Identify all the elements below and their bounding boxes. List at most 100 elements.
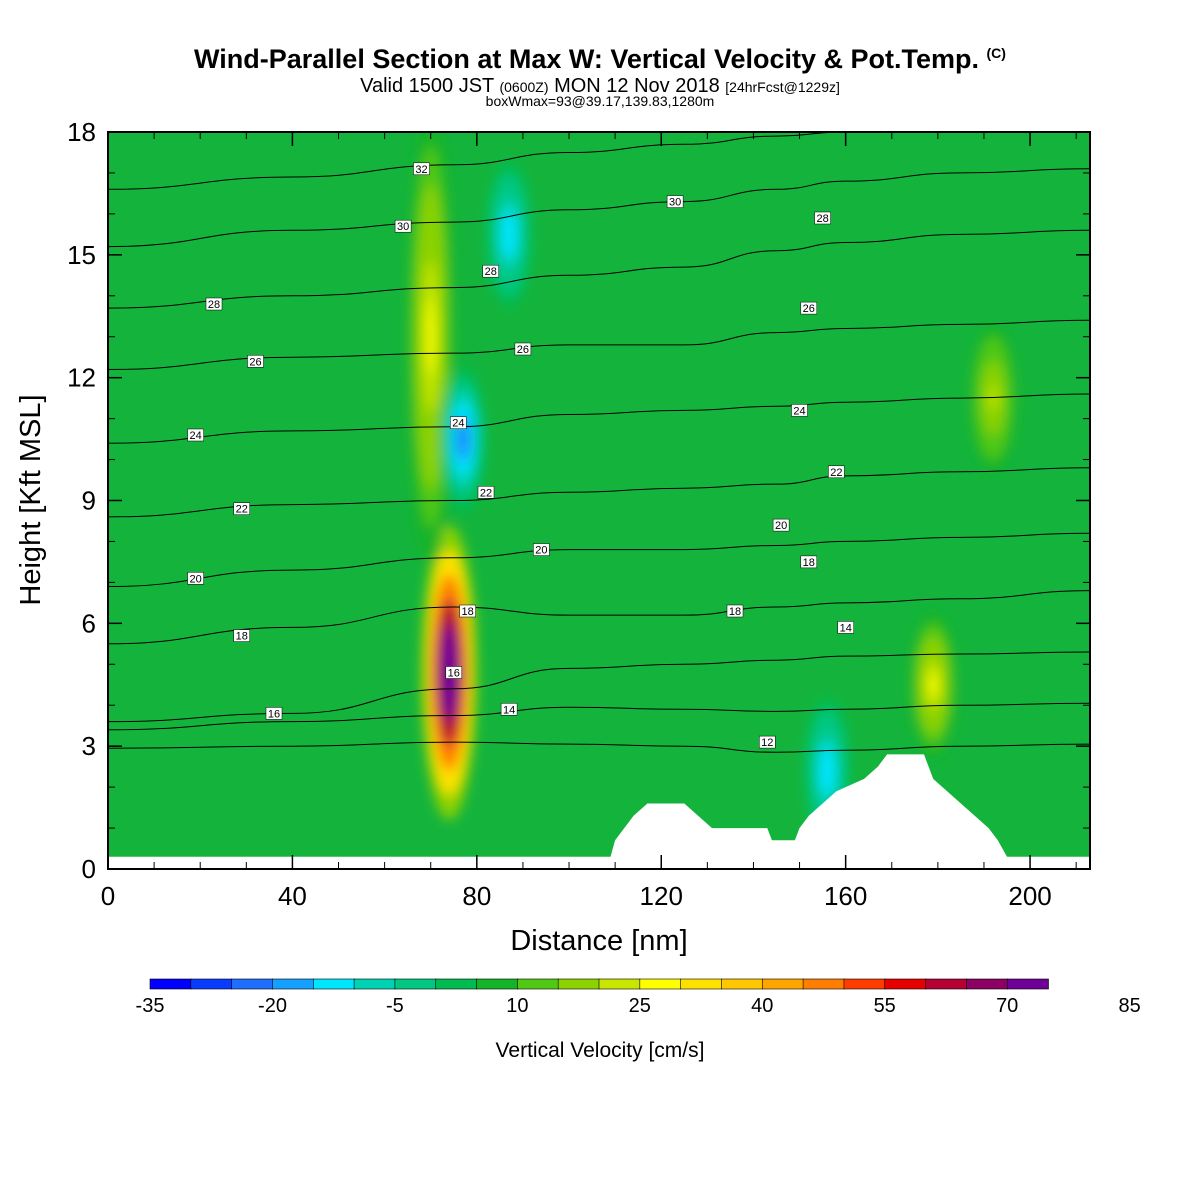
theta-contour-label-text: 28	[816, 213, 828, 225]
theta-contour-label: 28	[814, 211, 831, 225]
theta-contour-label-text: 14	[840, 622, 852, 634]
colorbar-swatch	[884, 978, 927, 990]
theta-contour-label-text: 20	[189, 573, 201, 585]
y-axis-title: Height [Kft MSL]	[15, 394, 47, 605]
colorbar-swatch	[557, 978, 600, 990]
theta-contour-label: 18	[459, 604, 476, 618]
y-tick-label: 12	[67, 363, 96, 393]
colorbar-swatch	[680, 978, 723, 990]
theta-contour-label: 16	[445, 666, 463, 680]
theta-contour-label: 22	[477, 486, 495, 499]
theta-contour-label-text: 16	[268, 708, 280, 720]
theta-contour-label: 28	[205, 297, 223, 311]
field-feature-downdraft	[439, 365, 487, 513]
colorbar-swatch	[517, 978, 559, 990]
colorbar-swatch	[761, 978, 804, 990]
axes: 0 40 80 120 160 200 0 3 6 9 12 15 18	[67, 117, 1090, 911]
x-tick-label: 160	[824, 881, 867, 911]
theta-contour-label: 14	[837, 621, 854, 634]
theta-contour-label-text: 22	[480, 487, 492, 499]
chart-title: Wind-Parallel Section at Max W: Vertical…	[194, 44, 1006, 74]
theta-contour-label: 32	[413, 162, 430, 176]
theta-contour-label: 28	[482, 264, 499, 278]
y-tick-label: 18	[67, 117, 96, 147]
field-contour-band	[823, 758, 832, 784]
theta-contour-14	[108, 702, 1090, 731]
colorbar-tick-label: 25	[629, 995, 651, 1017]
colorbar-swatch	[1006, 978, 1049, 990]
theta-contour-label-text: 18	[461, 606, 473, 618]
colorbar-swatch	[435, 978, 478, 990]
field-contour-band	[505, 222, 513, 247]
theta-contour-label: 24	[791, 404, 808, 417]
colorbar-swatch	[190, 978, 233, 990]
theta-contour-20	[108, 532, 1090, 587]
field-feature-updraft	[970, 324, 1017, 472]
colorbar-swatch	[639, 978, 682, 990]
theta-contour-label: 16	[265, 707, 283, 720]
theta-contour-label: 12	[759, 735, 776, 749]
colorbar-swatch	[476, 978, 519, 990]
theta-contour-label-text: 32	[415, 164, 427, 176]
colorbar-tick-label: 70	[996, 995, 1018, 1017]
theta-contour-label-text: 14	[503, 704, 515, 716]
theta-contour-label: 20	[187, 572, 204, 585]
colorbar-swatch	[149, 978, 192, 990]
colorbar-swatch	[598, 978, 641, 990]
y-tick-label: 3	[82, 731, 96, 761]
colorbar-swatch	[353, 978, 396, 990]
field-contour-band	[989, 385, 998, 411]
theta-contour-label-text: 24	[793, 405, 805, 417]
theta-contour-label: 18	[726, 604, 744, 618]
colorbar-swatch	[231, 978, 274, 990]
x-tick-label: 120	[640, 881, 683, 911]
theta-contour-16	[108, 651, 1090, 723]
field-contour-band	[426, 298, 435, 375]
theta-contour-label-text: 22	[236, 504, 248, 516]
theta-contour-label: 26	[800, 301, 818, 315]
copyright-mark: (C)	[986, 45, 1006, 61]
theta-contour-label-text: 24	[189, 430, 201, 442]
field-feature-updraft_column	[407, 132, 454, 566]
y-tick-label: 15	[67, 240, 96, 270]
x-axis-title: Distance [nm]	[510, 925, 687, 957]
box-wmax-info: boxWmax=93@39.17,139.83,1280m	[485, 93, 715, 109]
theta-contour-label-text: 26	[517, 344, 529, 356]
theta-contour-label-text: 26	[803, 303, 815, 315]
theta-contour-label-text: 28	[208, 299, 220, 311]
theta-contour-30	[108, 168, 1090, 248]
theta-contour-12	[108, 741, 1090, 753]
colorbar-swatch	[925, 978, 968, 990]
theta-contour-label-text: 28	[485, 266, 497, 278]
terrain-mask	[108, 754, 1090, 869]
colorbar-tick-label: 85	[1118, 995, 1140, 1017]
theta-contour-label: 26	[514, 342, 532, 356]
field-feature-downdraft	[486, 160, 533, 309]
colorbar-swatch	[272, 978, 315, 990]
y-tick-label: 9	[82, 486, 96, 516]
theta-contour-label-text: 24	[452, 418, 464, 430]
colorbar-swatch	[721, 978, 764, 990]
valid-utc: (0600Z)	[499, 79, 549, 95]
valid-time-subtitle: Valid 1500 JST (0600Z) MON 12 Nov 2018 […	[360, 75, 840, 97]
theta-contour-label-text: 16	[448, 668, 460, 680]
theta-contour-label: 20	[772, 518, 790, 532]
colorbar-tick-label: -35	[136, 995, 165, 1017]
x-tick-label: 200	[1008, 881, 1051, 911]
y-tick-label: 0	[82, 854, 96, 884]
forecast-info: [24hrFcst@1229z]	[725, 79, 840, 95]
theta-contour-label-text: 20	[535, 545, 547, 557]
theta-contour-label-text: 12	[761, 737, 773, 749]
theta-contour-label-text: 30	[397, 221, 409, 233]
colorbar-tick-label: 10	[506, 995, 528, 1017]
y-tick-label: 6	[82, 608, 96, 638]
theta-contour-label-text: 30	[669, 197, 681, 209]
theta-contour-22	[108, 467, 1090, 518]
theta-contour-label-text: 18	[803, 557, 815, 569]
field-feature-updraft	[910, 611, 957, 759]
theta-contour-label-text: 18	[236, 631, 248, 643]
theta-contour-label: 22	[233, 502, 250, 516]
colorbar-tick-label: 40	[751, 995, 773, 1017]
plot-area: 32 30 30 28 28 28 26 26 26 24 24 24 22 22 22 20 20 20 18 18…	[107, 131, 1091, 870]
